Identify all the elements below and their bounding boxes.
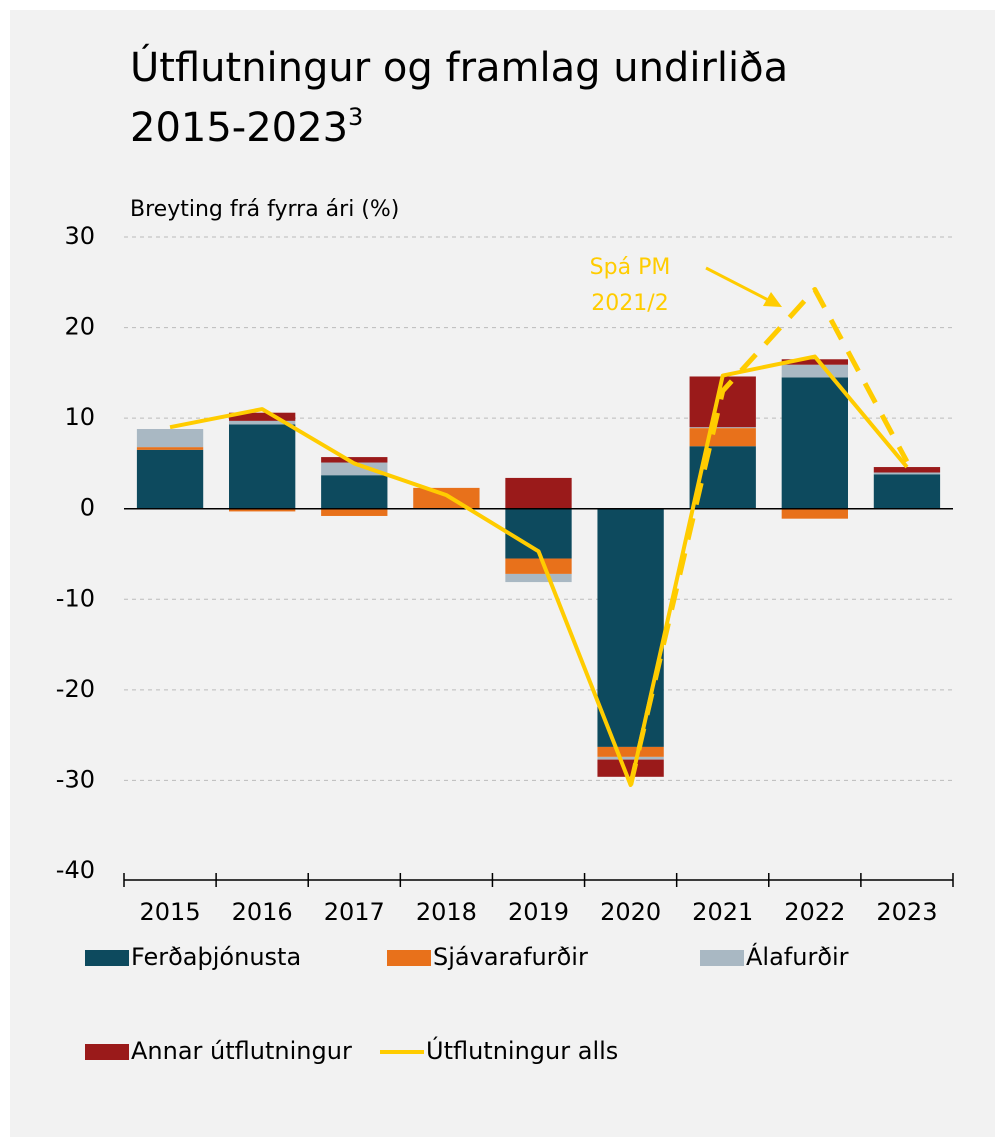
bar-segment	[781, 359, 848, 365]
bar-segment	[597, 746, 664, 757]
legend-label: Álafurðir	[746, 942, 849, 971]
x-tick-label: 2015	[140, 898, 201, 926]
bar-segment	[136, 429, 204, 448]
y-tick-label: 10	[64, 403, 95, 431]
annotation-arrowhead	[763, 292, 782, 307]
x-tick-label: 2020	[600, 898, 661, 926]
bar-segment	[689, 427, 756, 429]
bar-segment	[597, 759, 664, 777]
x-tick-label: 2022	[784, 898, 845, 926]
legend-swatch	[700, 950, 744, 966]
bar-segment	[229, 424, 296, 509]
title-footnote: 3	[348, 103, 364, 131]
legend-label: Sjávarafurðir	[433, 943, 588, 971]
background	[10, 10, 995, 1137]
legend-swatch	[85, 1044, 129, 1060]
bar-segment	[321, 462, 388, 476]
x-tick-label: 2016	[232, 898, 293, 926]
bar-segment	[689, 376, 756, 428]
y-tick-label: 30	[64, 222, 95, 250]
bar-segment	[505, 477, 572, 509]
bar-segment	[229, 508, 296, 512]
y-tick-label: -20	[56, 675, 95, 703]
bar-segment	[136, 449, 204, 509]
bar-segment	[597, 508, 664, 747]
y-tick-label: 0	[80, 494, 95, 522]
bar-segment	[873, 474, 941, 509]
x-tick-label: 2019	[508, 898, 569, 926]
title-text: Útflutningur og framlag undirliða 2015-2…	[130, 45, 789, 151]
y-tick-label: -10	[56, 584, 95, 612]
bar-segment	[321, 457, 388, 463]
total-line	[169, 354, 909, 787]
bar-segment	[689, 428, 756, 447]
y-axis-label: Breyting frá fyrra ári (%)	[130, 197, 399, 222]
legend-label: Útflutningur alls	[426, 1035, 618, 1065]
bar-segment	[873, 472, 941, 475]
bar-segment	[505, 573, 572, 583]
x-tick-label: 2017	[324, 898, 385, 926]
legend-label: Ferðaþjónusta	[131, 943, 301, 971]
x-tick-label: 2018	[416, 898, 477, 926]
bar-segment	[781, 377, 848, 509]
chart-title: Útflutningur og framlag undirliða 2015-2…	[130, 38, 910, 158]
bar-segment	[505, 558, 572, 574]
x-tick-label: 2023	[876, 898, 937, 926]
bar-segment	[413, 487, 480, 509]
bar-segment	[781, 364, 848, 378]
forecast-line	[628, 287, 910, 786]
bar-segment	[136, 447, 204, 450]
bar-segment	[229, 412, 296, 421]
legend-label: Annar útflutningur	[131, 1037, 352, 1065]
bar-segment	[781, 508, 848, 519]
bar-segment	[873, 467, 941, 473]
x-tick-label: 2021	[692, 898, 753, 926]
legend-swatch	[387, 950, 431, 966]
y-tick-label: -30	[56, 765, 95, 793]
bar-segment	[229, 420, 296, 425]
bar-segment	[321, 508, 388, 516]
annotation-arrow	[705, 266, 773, 304]
y-tick-label: -40	[56, 856, 95, 884]
y-tick-label: 20	[64, 313, 95, 341]
bar-segment	[321, 475, 388, 509]
legend-swatch	[85, 950, 129, 966]
annotation: Spá PM	[590, 255, 671, 280]
annotation: 2021/2	[591, 291, 668, 316]
bar-segment	[597, 756, 664, 760]
